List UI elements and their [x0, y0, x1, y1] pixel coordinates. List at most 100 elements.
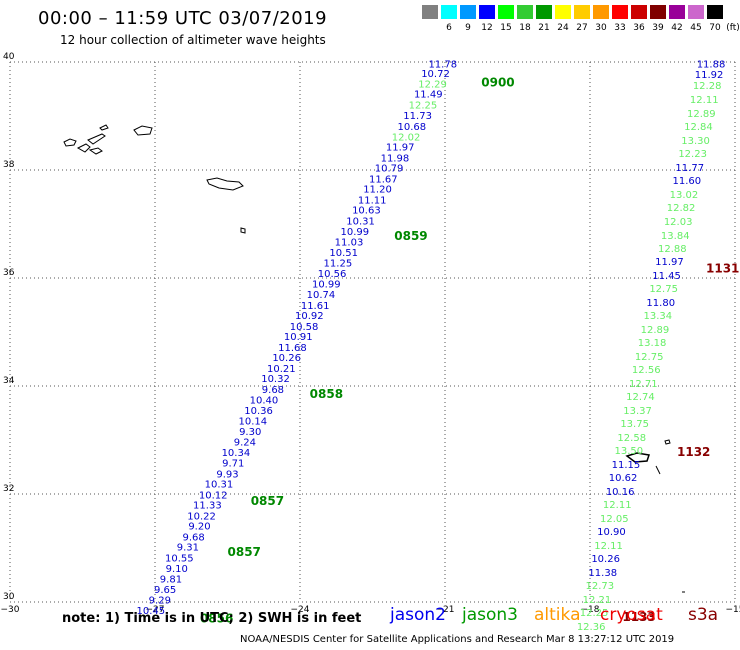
wave-height-value: 10.91 [284, 332, 313, 343]
wave-height-value: 11.80 [646, 298, 675, 309]
legend-label: 18 [519, 23, 531, 33]
legend-swatch [650, 5, 666, 19]
island-coastlines [63, 124, 685, 593]
pass-time-label: 0859 [394, 229, 427, 243]
wave-height-value: 11.11 [358, 195, 387, 206]
pass-time-label: 0857 [228, 545, 261, 559]
wave-height-value: 12.29 [418, 79, 447, 90]
satellite-name-cryosat: cryosat [600, 605, 663, 625]
legend-swatch [631, 5, 647, 19]
legend-label: 15 [500, 23, 512, 33]
wave-height-value: 9.81 [160, 575, 182, 586]
wave-height-value: 10.56 [318, 269, 347, 280]
lat-tick-label: 30 [3, 592, 15, 602]
pass-time-label: 0858 [310, 387, 343, 401]
wave-height-value: 9.10 [166, 564, 188, 575]
wave-height-value: 13.34 [644, 311, 673, 322]
wave-height-value: 9.71 [222, 458, 244, 469]
legend-swatch [422, 5, 438, 19]
satellite-name-s3a: s3a [688, 605, 719, 625]
wave-height-value: 11.03 [335, 238, 364, 249]
legend-swatch [536, 5, 552, 19]
legend-unit: (ft) [726, 23, 740, 33]
wave-height-value: 12.58 [617, 433, 646, 444]
wave-height-value: 13.75 [620, 419, 649, 430]
wave-height-value: 11.45 [652, 271, 681, 282]
legend-label: 42 [671, 23, 683, 33]
map-subtitle: 12 hour collection of altimeter wave hei… [60, 33, 326, 47]
satellite-name-jason3: jason3 [462, 605, 518, 625]
wave-height-value: 13.50 [615, 446, 644, 457]
wave-height-value: 10.62 [609, 473, 638, 484]
wave-height-value: 10.55 [165, 554, 194, 565]
lat-tick-label: 36 [3, 268, 15, 278]
wave-height-value: 11.33 [193, 501, 222, 512]
wave-height-value: 11.20 [363, 185, 392, 196]
island-outline [99, 124, 109, 131]
wave-height-value: 12.21 [583, 595, 612, 606]
wave-height-value: 9.68 [262, 385, 284, 396]
wave-height-value: 10.26 [591, 554, 620, 565]
legend-label: 9 [465, 23, 471, 33]
legend-label: 70 [709, 23, 721, 33]
wave-height-value: 12.11 [690, 95, 719, 106]
wave-height-value: 9.68 [183, 532, 205, 543]
wave-height-value: 10.92 [295, 311, 324, 322]
island-outline [664, 439, 671, 445]
wave-height-value: 10.32 [261, 374, 290, 385]
lon-tick-label: −18 [581, 605, 600, 615]
island-outline [63, 138, 77, 147]
wave-height-value: 12.89 [687, 109, 716, 120]
wave-height-value: 12.75 [649, 284, 678, 295]
pass-time-label: 1132 [677, 445, 710, 459]
legend-swatch [479, 5, 495, 19]
wave-height-value: 11.88 [697, 59, 726, 70]
wave-height-value: 11.15 [612, 460, 641, 471]
legend-label: 24 [557, 23, 569, 33]
legend-label: 27 [576, 23, 588, 33]
map-title: 00:00 – 11:59 UTC 03/07/2019 [38, 8, 328, 29]
wave-height-value: 10.68 [398, 122, 427, 133]
satellite-name-jason2: jason2 [390, 605, 446, 625]
wave-height-value: 12.84 [684, 122, 713, 133]
wave-height-readings: 11.7810.7212.2911.4912.2511.7310.6812.02… [137, 59, 726, 633]
wave-height-value: 10.26 [272, 353, 301, 364]
wave-height-value: 12.71 [629, 379, 658, 390]
footer-credit: NOAA/NESDIS Center for Satellite Applica… [240, 634, 675, 645]
legend-label: 36 [633, 23, 645, 33]
wave-height-value: 12.73 [586, 581, 615, 592]
wave-height-value: 10.12 [199, 490, 228, 501]
wave-height-value: 12.03 [664, 217, 693, 228]
wave-height-value: 10.99 [340, 227, 369, 238]
wave-height-value: 12.11 [594, 541, 623, 552]
legend-swatch [460, 5, 476, 19]
wave-height-value: 10.99 [312, 280, 341, 291]
wave-height-value: 10.74 [307, 290, 336, 301]
wave-height-value: 10.31 [346, 217, 375, 228]
legend-swatch [574, 5, 590, 19]
wave-height-value: 9.93 [216, 469, 238, 480]
lat-tick-label: 38 [3, 160, 15, 170]
island-outline [88, 147, 103, 155]
legend-swatch [669, 5, 685, 19]
legend-swatch [593, 5, 609, 19]
wave-height-value: 13.84 [661, 231, 690, 242]
wave-height-value: 11.73 [403, 111, 432, 122]
wave-height-value: 10.90 [597, 527, 626, 538]
wave-height-value: 11.38 [588, 568, 617, 579]
island-outline [655, 465, 661, 475]
wave-height-value: 11.98 [381, 153, 410, 164]
units-note: note: 1) Time is in UTC; 2) SWH is in fe… [62, 611, 362, 626]
legend-label: 45 [690, 23, 702, 33]
island-outline [133, 125, 153, 136]
legend-label: 12 [481, 23, 493, 33]
island-outline [240, 227, 246, 234]
wave-height-value: 11.92 [695, 70, 724, 81]
lat-tick-label: 40 [3, 52, 15, 62]
wave-height-value: 11.49 [414, 90, 443, 101]
wave-height-value: 11.60 [673, 176, 702, 187]
wave-height-value: 10.21 [267, 364, 296, 375]
island-outline [76, 143, 91, 153]
legend-swatch [707, 5, 723, 19]
island-outline [625, 452, 650, 463]
